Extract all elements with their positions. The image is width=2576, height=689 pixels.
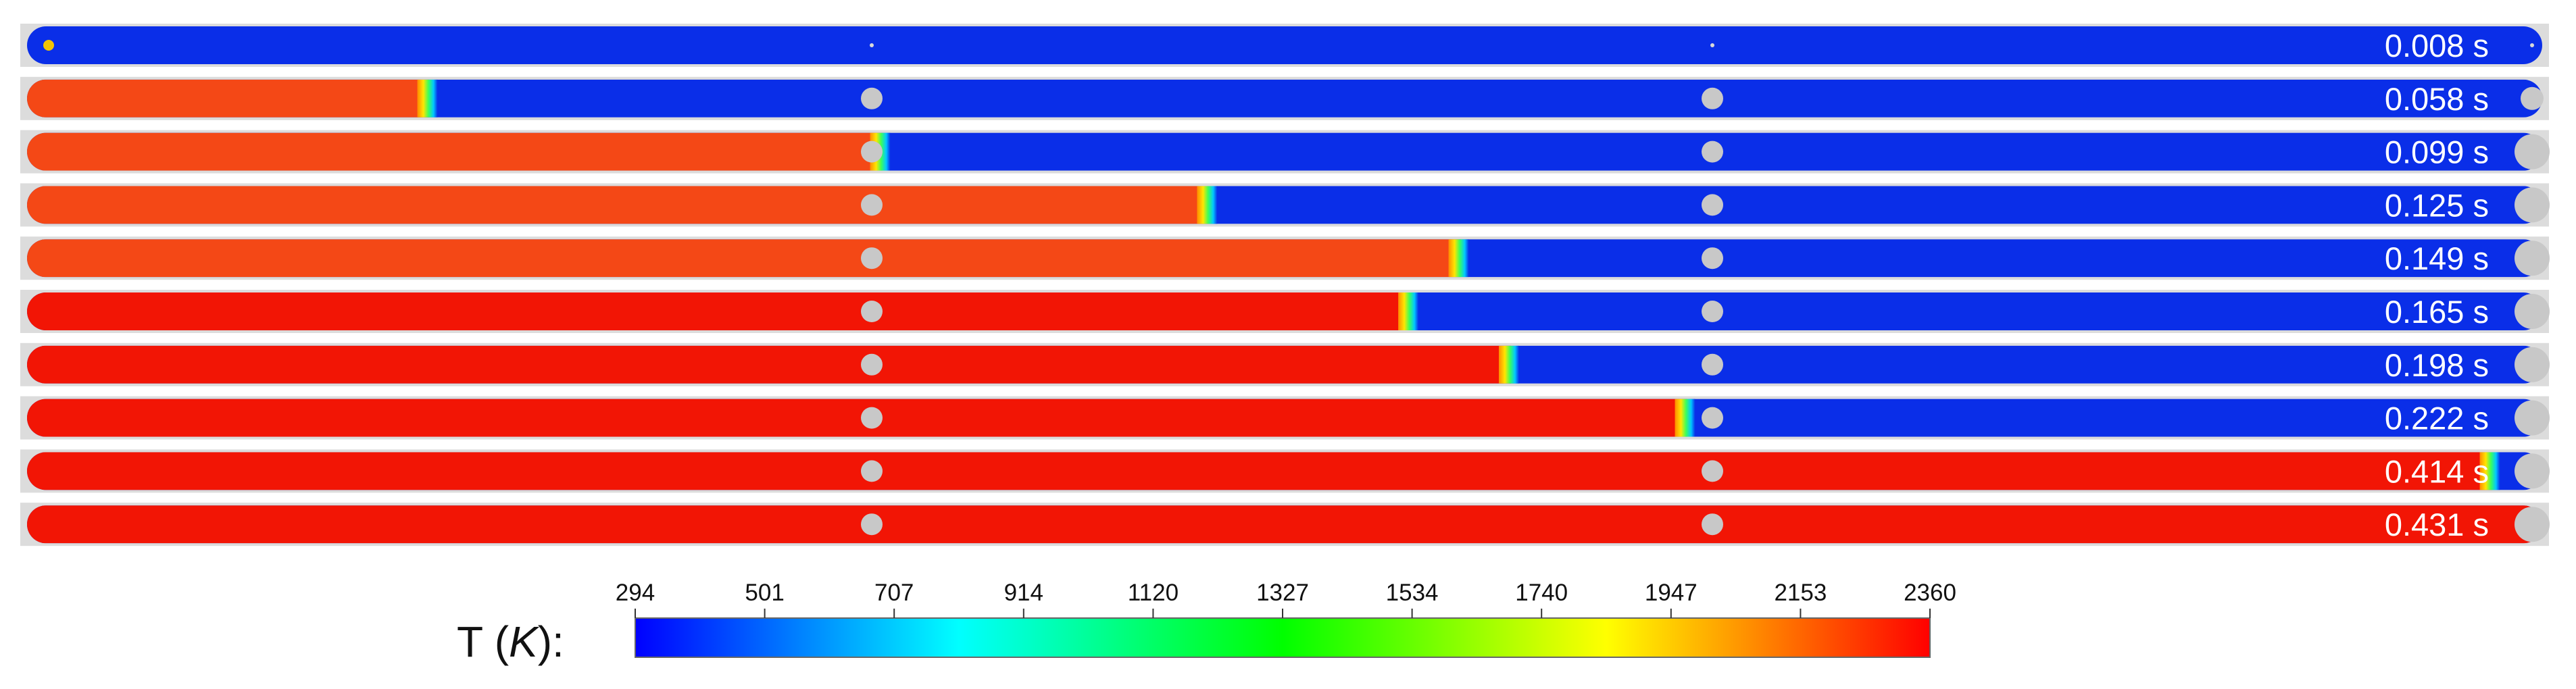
colorbar-tick-label: 501 xyxy=(745,580,784,606)
temperature-field xyxy=(27,186,2542,224)
colorbar-ticks: 294 501 707 914 1120 1327 1534 1740 1947 2153 2360 xyxy=(616,580,1956,618)
temperature-field xyxy=(27,79,2542,118)
temperature-field xyxy=(27,239,2542,278)
colorbar-tick-label: 2360 xyxy=(1904,580,1956,606)
end-particle-marker xyxy=(2515,400,2550,436)
frame-strip: 0.431 s xyxy=(20,503,2550,546)
temperature-field xyxy=(27,345,2542,384)
cold-region xyxy=(27,79,2542,118)
colorbar-tick-label: 1740 xyxy=(1515,580,1568,606)
flame-front xyxy=(1498,345,1519,384)
frame-strip: 0.414 s xyxy=(20,449,2550,493)
frame-strip: 0.125 s xyxy=(20,183,2550,227)
time-label: 0.222 s xyxy=(2385,401,2489,436)
time-label: 0.149 s xyxy=(2385,240,2489,276)
temperature-field xyxy=(27,26,2542,64)
particle-marker xyxy=(1702,513,1723,536)
colorbar: T (K): 294 501 707 914 1120 1327 1534 1740 1947 2… xyxy=(457,580,1956,666)
end-particle-marker xyxy=(2515,453,2550,489)
particle-marker xyxy=(861,513,883,536)
flame-front xyxy=(417,79,438,118)
temperature-field xyxy=(27,132,2542,171)
particle-marker xyxy=(1702,353,1723,376)
end-particle-marker xyxy=(2515,187,2550,223)
flame-front xyxy=(1448,239,1469,278)
particle-marker xyxy=(2530,43,2534,47)
colorbar-tick-label: 1947 xyxy=(1645,580,1698,606)
burned-region xyxy=(27,505,2542,544)
particle-marker xyxy=(1702,301,1723,322)
particle-marker xyxy=(870,43,874,47)
temperature-field xyxy=(27,505,2542,544)
colorbar-tick-label: 707 xyxy=(874,580,914,606)
burned-region xyxy=(27,239,1461,278)
particle-marker xyxy=(1710,43,1714,47)
burned-region xyxy=(27,452,2492,490)
frame-strip: 0.008 s xyxy=(20,24,2549,67)
time-series-strips: 0.008 s 0.058 s 0.099 s 0.125 s 0.149 s 0.165… xyxy=(20,24,2550,546)
colorbar-tick-label: 1327 xyxy=(1256,580,1309,606)
particle-marker xyxy=(1702,460,1723,482)
colorbar-tick-label: 914 xyxy=(1004,580,1043,606)
end-particle-marker xyxy=(2515,294,2550,329)
particle-marker xyxy=(861,460,883,482)
ignition-spot xyxy=(43,40,54,51)
particle-marker xyxy=(861,87,883,109)
burned-region xyxy=(27,399,1687,437)
flame-front xyxy=(1197,186,1218,224)
end-particle-marker xyxy=(2515,507,2550,542)
end-particle-marker xyxy=(2515,347,2550,382)
time-label: 0.099 s xyxy=(2385,134,2489,170)
time-label: 0.198 s xyxy=(2385,347,2489,383)
frame-strip: 0.222 s xyxy=(20,396,2550,440)
particle-marker xyxy=(1702,87,1723,109)
time-label: 0.165 s xyxy=(2385,294,2489,330)
particle-marker xyxy=(1702,247,1723,270)
particle-marker xyxy=(861,194,883,216)
frame-strip: 0.165 s xyxy=(20,290,2550,333)
end-particle-marker xyxy=(2515,240,2550,276)
particle-marker xyxy=(1702,194,1723,216)
flame-front xyxy=(2479,452,2500,490)
burned-region xyxy=(27,186,1210,224)
colorbar-tick-label: 1120 xyxy=(1128,580,1179,606)
temperature-field xyxy=(27,292,2542,330)
burned-region xyxy=(27,79,430,118)
frame-strip: 0.149 s xyxy=(20,236,2550,280)
flame-front xyxy=(1675,399,1695,437)
colorbar-tick-label: 294 xyxy=(616,580,655,606)
colorbar-tick-label: 2153 xyxy=(1774,580,1827,606)
end-particle-marker xyxy=(2521,86,2544,110)
burned-region xyxy=(27,345,1511,384)
colorbar-tick-label: 1534 xyxy=(1386,580,1439,606)
cold-region xyxy=(27,26,2542,64)
particle-marker xyxy=(1702,141,1723,163)
temperature-field xyxy=(27,399,2542,437)
frame-strip: 0.198 s xyxy=(20,342,2550,386)
time-label: 0.008 s xyxy=(2385,28,2489,63)
colorbar-gradient xyxy=(635,617,1931,658)
time-label: 0.125 s xyxy=(2385,187,2489,223)
particle-marker xyxy=(861,141,883,163)
temperature-field xyxy=(27,452,2542,490)
time-label: 0.431 s xyxy=(2385,507,2489,542)
particle-marker xyxy=(861,301,883,322)
time-label: 0.058 s xyxy=(2385,81,2489,117)
particle-marker xyxy=(1702,407,1723,429)
frame-strip: 0.058 s xyxy=(20,76,2549,120)
colorbar-title: T (K): xyxy=(457,617,564,666)
end-particle-marker xyxy=(2515,134,2550,170)
particle-marker xyxy=(861,353,883,376)
particle-marker xyxy=(861,247,883,270)
burned-region xyxy=(27,132,883,171)
frame-strip: 0.099 s xyxy=(20,130,2550,174)
particle-marker xyxy=(861,407,883,429)
time-label: 0.414 s xyxy=(2385,453,2489,489)
burned-region xyxy=(27,292,1411,330)
flame-front xyxy=(1398,292,1419,330)
